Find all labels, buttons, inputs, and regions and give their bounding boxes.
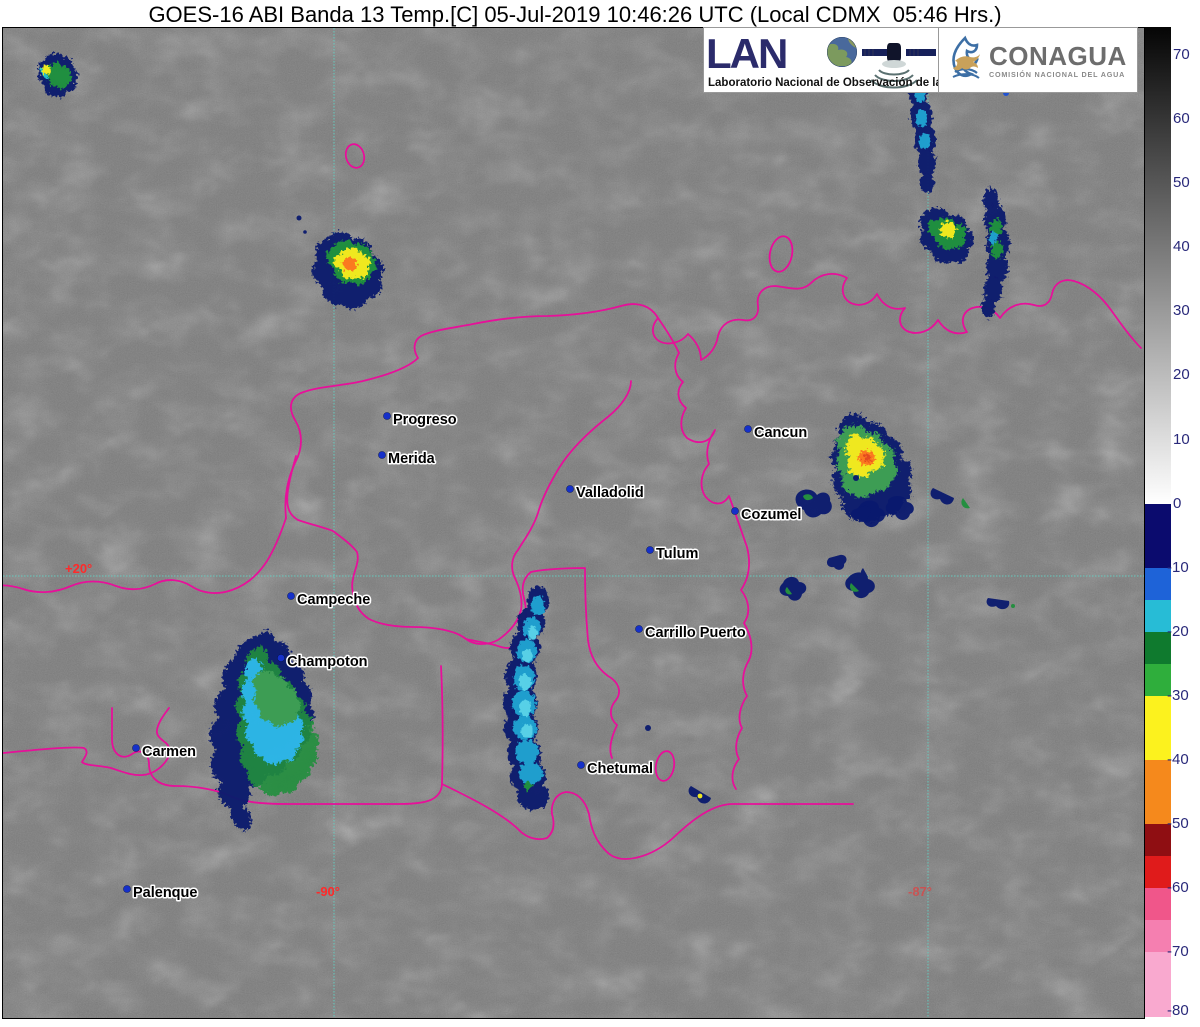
svg-text:Merida: Merida	[388, 451, 436, 467]
svg-text:50: 50	[1173, 174, 1190, 191]
svg-text:Palenque: Palenque	[133, 885, 197, 901]
svg-text:10: 10	[1173, 431, 1190, 448]
svg-text:CONAGUA: CONAGUA	[989, 41, 1127, 71]
svg-text:Campeche: Campeche	[297, 592, 370, 608]
svg-text:-10: -10	[1167, 559, 1189, 576]
svg-text:-30: -30	[1167, 687, 1189, 704]
svg-text:Progreso: Progreso	[393, 412, 457, 428]
svg-text:20: 20	[1173, 366, 1190, 383]
svg-text:70: 70	[1173, 46, 1190, 63]
svg-text:-80: -80	[1167, 1002, 1189, 1017]
svg-text:Laboratorio Nacional de Observ: Laboratorio Nacional de Observación de l…	[708, 77, 939, 89]
svg-text:Champoton: Champoton	[287, 654, 368, 670]
svg-text:Carmen: Carmen	[142, 744, 196, 760]
svg-text:Tulum: Tulum	[656, 546, 698, 562]
svg-text:COMISIÓN NACIONAL DEL AGUA: COMISIÓN NACIONAL DEL AGUA	[989, 70, 1125, 79]
svg-text:-40: -40	[1167, 751, 1189, 768]
svg-text:Cancun: Cancun	[754, 425, 807, 441]
svg-text:30: 30	[1173, 302, 1190, 319]
svg-text:-70: -70	[1167, 943, 1189, 960]
svg-text:Carrillo Puerto: Carrillo Puerto	[645, 625, 746, 641]
svg-text:40: 40	[1173, 238, 1190, 255]
svg-text:-60: -60	[1167, 879, 1189, 896]
svg-text:Chetumal: Chetumal	[587, 761, 653, 777]
svg-text:Cozumel: Cozumel	[741, 507, 801, 523]
svg-text:-50: -50	[1167, 815, 1189, 832]
svg-text:LAN: LAN	[706, 30, 786, 77]
svg-text:0: 0	[1173, 495, 1181, 512]
svg-text:-20: -20	[1167, 623, 1189, 640]
svg-text:Valladolid: Valladolid	[576, 485, 644, 501]
svg-text:60: 60	[1173, 110, 1190, 127]
